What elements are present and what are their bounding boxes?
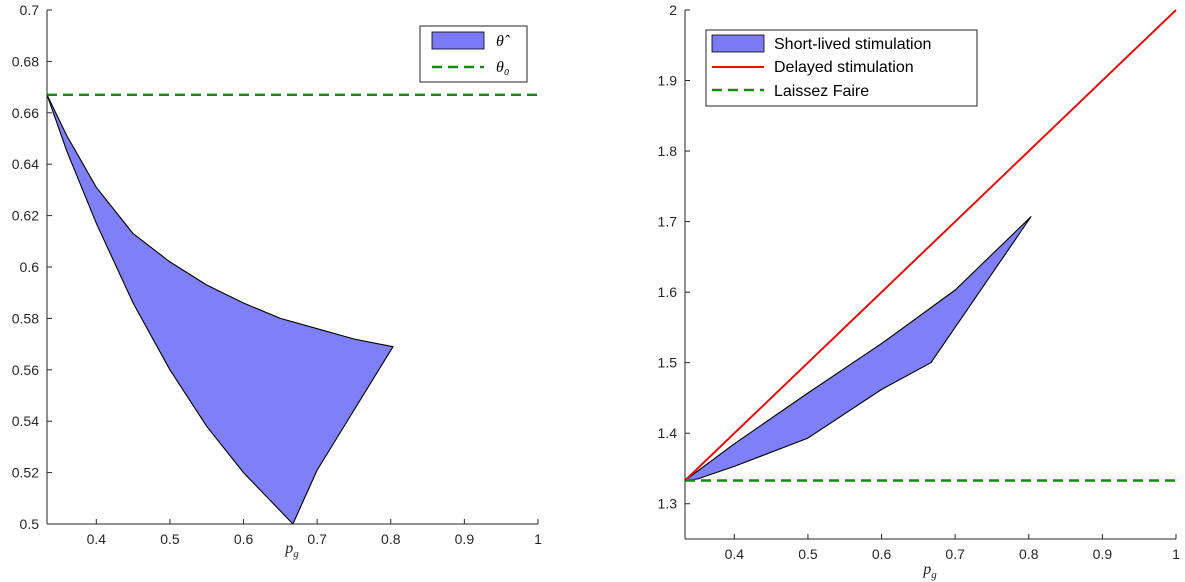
left-fill-layer (46, 94, 394, 525)
left-y-tick-label: 0.54 (12, 413, 39, 429)
right-y-ticks: 1.3 1.4 1.5 1.6 1.7 1.8 1.9 2 (658, 2, 690, 512)
right-y-tick-label: 2 (669, 2, 677, 18)
right-x-tick-label: 0.8 (1019, 546, 1039, 562)
left-x-tick-label: 0.5 (160, 531, 180, 547)
right-legend-label-delayed: Delayed stimulation (774, 59, 914, 76)
left-y-tick-label: 0.64 (12, 156, 39, 172)
left-y-tick-label: 0.7 (20, 2, 40, 18)
left-legend-swatch-theta-hat (431, 31, 485, 50)
left-x-tick-label: 0.8 (381, 531, 401, 547)
right-y-tick-label: 1.5 (658, 355, 678, 371)
right-fill-layer (684, 216, 1032, 482)
right-y-tick-label: 1.4 (658, 425, 678, 441)
right-legend-label-laissez-faire: Laissez Faire (774, 83, 869, 100)
right-x-tick-label: 0.7 (945, 546, 965, 562)
left-x-tick-label: 0.4 (87, 531, 107, 547)
right-legend-label-short-lived: Short-lived stimulation (774, 36, 931, 53)
left-y-tick-label: 0.62 (12, 208, 39, 224)
left-series-series-0-area (46, 94, 394, 525)
left-x-ticks: 0.4 0.5 0.6 0.7 0.8 0.9 1 (87, 519, 542, 547)
left-y-tick-label: 0.6 (20, 259, 40, 275)
left-y-tick-label: 0.52 (12, 465, 39, 481)
left-chart: 0.4 0.5 0.6 0.7 0.8 0.9 1 0.50.520.540.560.580… (12, 2, 542, 560)
right-y-tick-label: 1.7 (658, 214, 678, 230)
right-line-layer (684, 9, 1177, 482)
left-x-tick-label: 0.6 (234, 531, 254, 547)
right-x-axis-label-subscript: g (931, 569, 937, 581)
right-x-tick-label: 0.9 (1093, 546, 1113, 562)
left-legend-label-theta-zero: θ₀ (496, 59, 509, 76)
right-x-tick-label: 0.6 (872, 546, 892, 562)
left-x-tick-label: 0.9 (455, 531, 475, 547)
left-y-tick-label: 0.66 (12, 105, 39, 121)
right-y-tick-label: 1.3 (658, 496, 678, 512)
right-series-delayed-stimulation-line (684, 9, 1177, 482)
left-y-tick-label: 0.56 (12, 362, 39, 378)
right-y-tick-label: 1.8 (658, 143, 678, 159)
right-x-tick-label: 0.4 (725, 546, 745, 562)
left-x-axis-label-subscript: g (293, 548, 299, 560)
left-y-tick-label: 0.58 (12, 310, 39, 326)
right-y-tick-label: 1.6 (658, 284, 678, 300)
left-x-tick-label: 1 (534, 531, 542, 547)
right-chart: 0.4 0.5 0.6 0.7 0.8 0.9 1 1.31.41.51.61.71.81.… (658, 2, 1181, 581)
left-y-tick-label: 0.5 (20, 516, 40, 532)
right-legend-swatch-short-lived (711, 34, 765, 53)
left-y-ticks: 0.5 0.52 0.54 0.56 0.58 0.6 0.62 0.64 0.66 0.68 0.… (12, 2, 52, 532)
right-axes (684, 10, 1176, 540)
left-x-tick-label: 0.7 (307, 531, 327, 547)
left-y-tick-label: 0.68 (12, 53, 39, 69)
right-series-short-lived-stimulation-area (684, 216, 1032, 482)
right-y-tick-label: 1.9 (658, 73, 678, 89)
right-x-tick-label: 1 (1172, 546, 1180, 562)
left-legend: θ̂ θ₀ (419, 25, 528, 83)
right-x-ticks: 0.4 0.5 0.6 0.7 0.8 0.9 1 (725, 534, 1180, 562)
right-legend: Short-lived stimulation Delayed stimulat… (705, 29, 978, 107)
right-x-tick-label: 0.5 (798, 546, 818, 562)
